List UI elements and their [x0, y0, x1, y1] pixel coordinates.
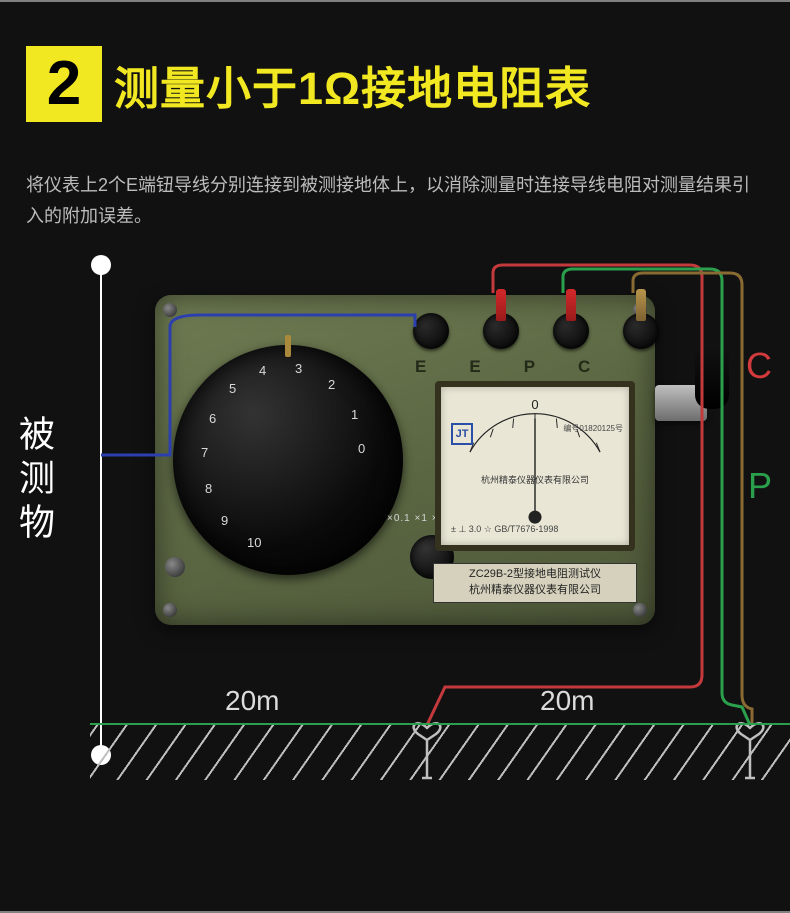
nameplate-model: ZC29B-2型接地电阻测试仪	[434, 567, 636, 583]
dial-number: 5	[229, 381, 236, 396]
terminal-P	[553, 313, 589, 349]
wire-label-P: P	[748, 465, 772, 507]
meter-symbol-row: ± ⊥ 3.0 ☆ GB/T7676-1998	[451, 524, 619, 535]
plug-red	[496, 289, 506, 321]
terminal-E1	[413, 313, 449, 349]
terminal-E2	[483, 313, 519, 349]
meter-serial: 编号01820125号	[563, 423, 623, 434]
dial-number: 9	[221, 513, 228, 528]
dial-number: 1	[351, 407, 358, 422]
logo-badge	[165, 557, 185, 577]
step-number-badge: 2	[26, 46, 102, 122]
screw-icon	[633, 603, 647, 617]
dial-number: 0	[358, 441, 365, 456]
measured-object-line	[100, 265, 102, 755]
plug-red	[566, 289, 576, 321]
screw-icon	[163, 303, 177, 317]
brand-logo: JT	[451, 423, 473, 445]
dial-number: 4	[259, 363, 266, 378]
dial-number: 7	[201, 445, 208, 460]
dial-number: 2	[328, 377, 335, 392]
meter-zero-label: 0	[531, 397, 538, 412]
terminal-row	[413, 313, 659, 349]
wiring-diagram: 被测物 E E P C 0 1 2 3 4	[0, 255, 790, 905]
instrument-nameplate: ZC29B-2型接地电阻测试仪 杭州精泰仪器仪表有限公司	[433, 563, 637, 603]
screw-icon	[163, 603, 177, 617]
terminal-label: E	[469, 357, 480, 377]
section-header: 2 测量小于1Ω接地电阻表	[26, 46, 591, 122]
earth-resistance-tester: E E P C 0 1 2 3 4 5 6 7 8 9 10 ×0.1 ×1 ×…	[155, 295, 655, 625]
galvanometer-panel: 0 JT 编号01820125号 杭州精泰仪器仪表有限公司 ± ⊥ 3.0	[435, 381, 635, 551]
dial-number: 10	[247, 535, 261, 550]
measured-object-label: 被测物	[8, 415, 60, 547]
terminal-label: E	[415, 357, 426, 377]
meter-maker-text: 杭州精泰仪器仪表有限公司	[481, 473, 589, 486]
distance-label-left: 20m	[225, 685, 279, 717]
distance-label-right: 20m	[540, 685, 594, 717]
nameplate-company: 杭州精泰仪器仪表有限公司	[434, 583, 636, 599]
dial-pointer-icon	[285, 335, 291, 357]
dial-number: 6	[209, 411, 216, 426]
ground-hatching	[90, 725, 790, 780]
terminal-label: P	[524, 357, 535, 377]
dial-number: 3	[295, 361, 302, 376]
section-title: 测量小于1Ω接地电阻表	[114, 52, 591, 117]
terminal-labels: E E P C	[415, 357, 590, 377]
wire-label-C: C	[746, 345, 772, 387]
section-description: 将仪表上2个E端钮导线分别连接到被测接地体上，以消除测量时连接导线电阻对测量结果…	[26, 170, 764, 231]
plug-gold	[636, 289, 646, 321]
dial-number: 8	[205, 481, 212, 496]
ground-surface	[90, 723, 790, 793]
terminal-label: C	[578, 357, 590, 377]
resistance-dial[interactable]: 0 1 2 3 4 5 6 7 8 9 10	[173, 345, 403, 575]
crank-handle[interactable]	[695, 349, 729, 409]
terminal-C	[623, 313, 659, 349]
